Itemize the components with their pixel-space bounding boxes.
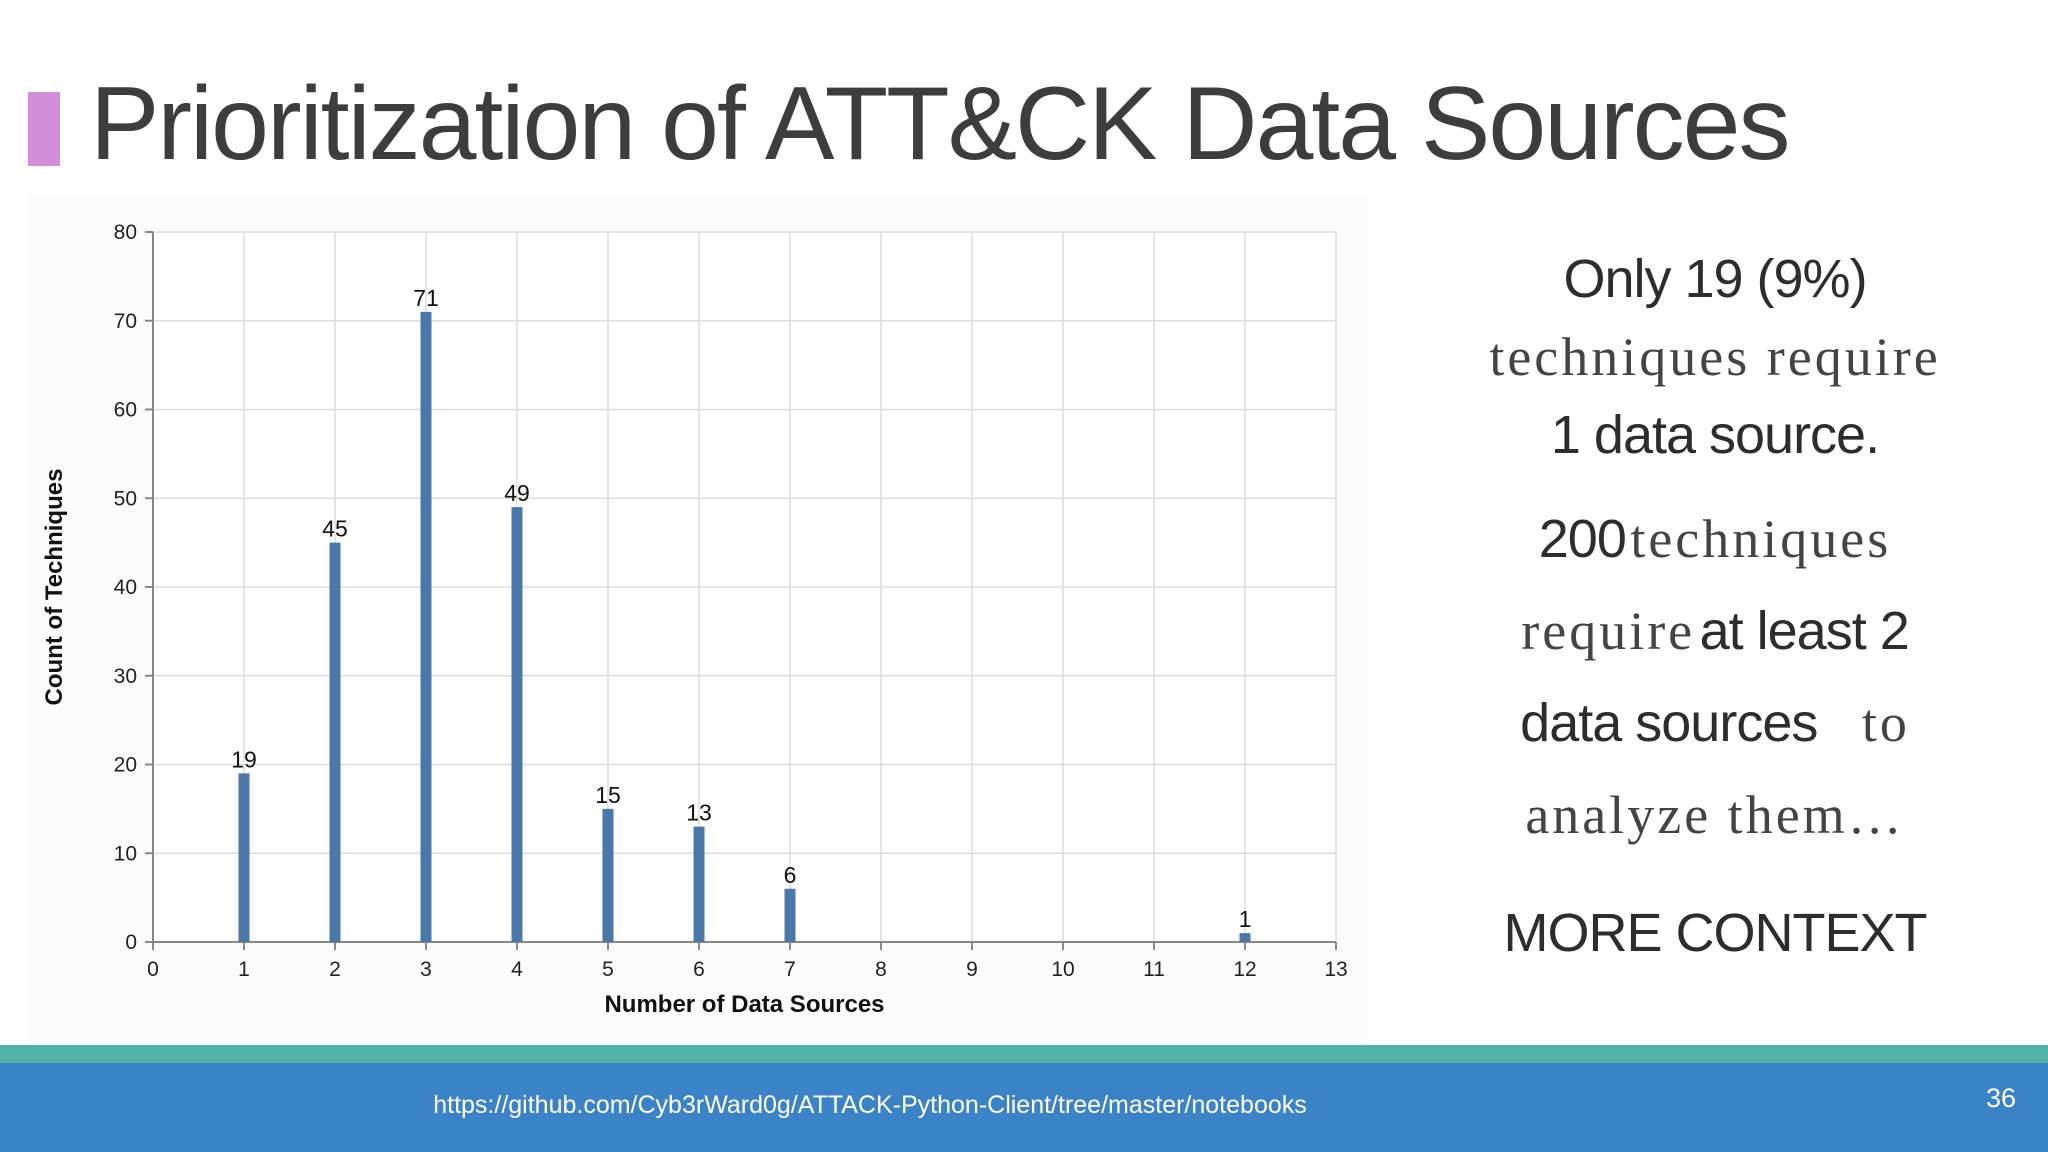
bar-chart: 0 1 2 3 4 5 6 7 8 9 10 11 12 130102030405060708019457…	[41, 221, 1348, 1018]
side-text-emphasis: data sources	[1520, 693, 1818, 753]
y-axis-title: Count of Techniques	[41, 469, 68, 706]
data-label: 19	[231, 746, 257, 772]
data-label: 71	[413, 285, 439, 311]
footer-url-link[interactable]: https://github.com/Cyb3rWard0g/ATTACK-Py…	[433, 1091, 1307, 1119]
x-tick-label: 3	[420, 958, 432, 981]
data-label: 45	[322, 516, 348, 542]
y-tick-label: 30	[114, 665, 137, 688]
side-text-word: require	[1521, 601, 1696, 661]
bar	[420, 311, 432, 942]
side-text-line: techniques require	[1489, 327, 1941, 387]
data-label: 1	[1239, 906, 1252, 932]
side-text-word: techniques	[1630, 509, 1892, 569]
y-tick-label: 80	[114, 221, 137, 244]
side-text-word: to	[1861, 693, 1910, 753]
side-text-line: analyze them…	[1525, 785, 1905, 845]
bar	[511, 507, 523, 942]
bar	[1239, 933, 1251, 942]
side-text-count: 200	[1538, 509, 1627, 569]
y-tick-label: 40	[114, 576, 137, 599]
more-context-label: MORE CONTEXT	[1503, 903, 1927, 963]
x-tick-label: 0	[147, 958, 159, 981]
side-text-line: data sources to	[1405, 684, 2025, 776]
side-text-line: Only 19 (9%)	[1563, 249, 1867, 309]
bar	[693, 826, 705, 942]
y-tick-label: 60	[114, 399, 137, 422]
x-tick-label: 7	[784, 958, 796, 981]
x-tick-label: 5	[602, 958, 614, 981]
data-label: 15	[595, 782, 621, 808]
x-tick-label: 9	[966, 958, 978, 981]
x-tick-label: 11	[1143, 958, 1165, 981]
x-tick-label: 10	[1051, 958, 1074, 981]
y-tick-label: 10	[114, 842, 137, 865]
y-tick-label: 50	[114, 487, 137, 510]
side-text-line: 1 data source.	[1550, 405, 1880, 465]
x-tick-label: 6	[693, 958, 705, 981]
x-axis-title: Number of Data Sources	[604, 991, 884, 1018]
x-tick-label: 4	[511, 958, 523, 981]
x-tick-label: 2	[329, 958, 341, 981]
page-number: 36	[1985, 1083, 2016, 1113]
side-text-panel: Only 19 (9%) techniques require 1 data s…	[1405, 240, 2025, 972]
data-label: 6	[784, 862, 797, 888]
slide-title: Prioritization of ATT&CK Data Sources	[90, 66, 1791, 182]
y-tick-label: 70	[114, 310, 137, 333]
x-tick-label: 1	[238, 958, 250, 981]
x-tick-label: 8	[875, 958, 887, 981]
data-label: 13	[686, 800, 712, 826]
title-accent-bar	[28, 92, 60, 166]
bar	[784, 888, 796, 942]
footer-stripe	[0, 1045, 2048, 1063]
bar	[329, 542, 341, 942]
chart-panel: 0 1 2 3 4 5 6 7 8 9 10 11 12 13 0 10 20 30 40 50 60 70 80 19 45 7…	[28, 195, 1368, 1045]
bar	[238, 773, 250, 942]
x-tick-label: 12	[1233, 958, 1256, 981]
y-tick-label: 0	[125, 931, 137, 954]
side-text-line: 200 techniques	[1405, 500, 2025, 592]
y-tick-label: 20	[114, 754, 137, 777]
footer-bar: https://github.com/Cyb3rWard0g/ATTACK-Py…	[0, 1063, 2048, 1152]
bar	[602, 808, 614, 942]
side-text-emphasis: at least 2	[1699, 601, 1910, 661]
x-tick-label: 13	[1324, 958, 1347, 981]
side-text-line: require at least 2	[1405, 592, 2025, 684]
data-label: 49	[504, 480, 530, 506]
